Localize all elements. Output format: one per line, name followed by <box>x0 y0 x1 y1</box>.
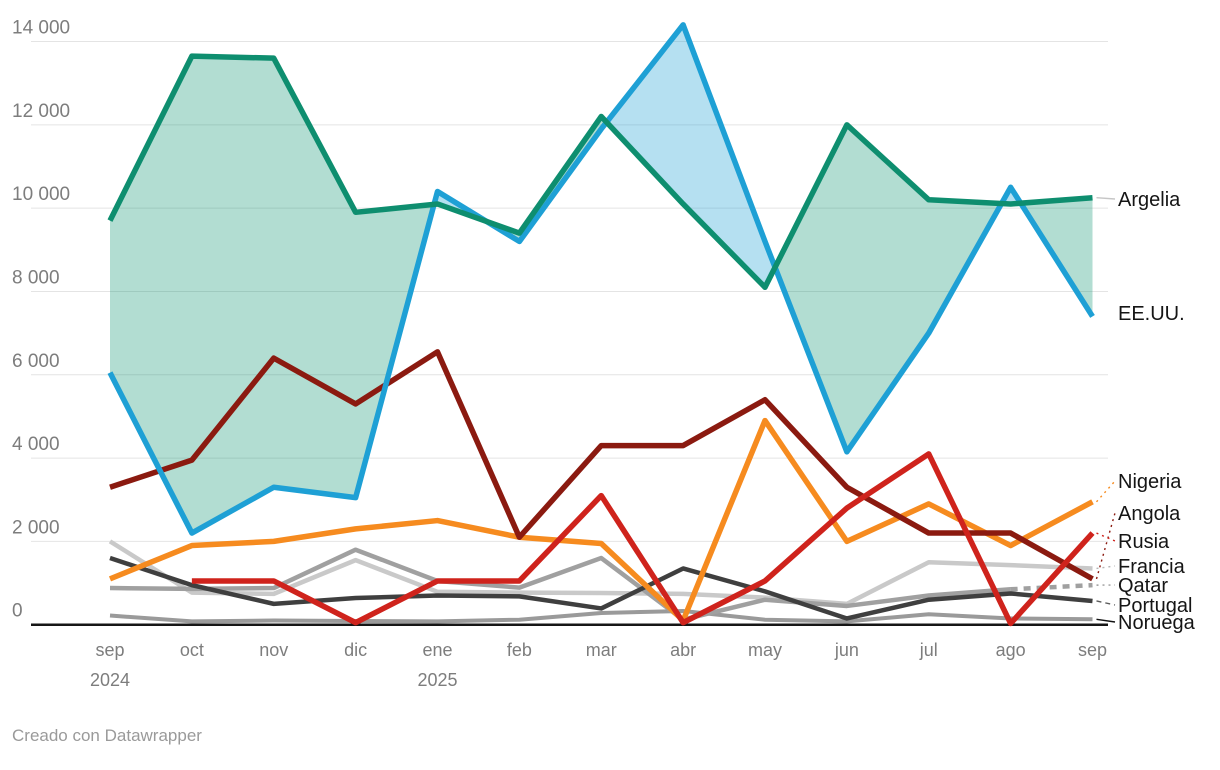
x-tick-label: may <box>748 640 782 660</box>
x-tick-label: feb <box>507 640 532 660</box>
chart-credit: Creado con Datawrapper <box>12 726 202 745</box>
x-tick-label: jun <box>834 640 859 660</box>
series-line-portugal <box>109 555 1093 621</box>
series-line-qatar <box>1010 582 1093 592</box>
x-tick-label: sep <box>1078 640 1107 660</box>
series-line-angola <box>109 349 1094 582</box>
series-label-eeuu: EE.UU. <box>1118 303 1185 325</box>
label-leader-line-francia <box>1096 565 1116 570</box>
label-leader-line-portugal <box>1096 600 1116 606</box>
x-tick-label: abr <box>670 640 696 660</box>
y-tick-label: 8 000 <box>12 267 60 288</box>
label-leader-line-angola <box>1095 512 1116 580</box>
series-line-nigeria <box>108 417 1094 624</box>
y-tick-label: 6 000 <box>12 351 60 372</box>
label-leader-line-noruega <box>1096 618 1116 623</box>
series-line-noruega <box>109 608 1093 624</box>
x-tick-year-label: 2025 <box>417 670 457 690</box>
x-tick-label: dic <box>344 640 367 660</box>
series-line-argelia <box>107 53 1093 291</box>
x-tick-label: sep <box>95 640 124 660</box>
series-line-qatar <box>109 547 1011 622</box>
series-line-eeuu <box>107 22 1095 536</box>
series-line-rusia <box>191 451 1095 627</box>
series-label-francia: Francia <box>1118 556 1186 578</box>
x-tick-label: oct <box>180 640 204 660</box>
chart-canvas: 0 2 000 4 000 6 000 8 000 10 000 12 000 14 000 s… <box>12 18 1196 690</box>
x-tick-label: nov <box>259 640 288 660</box>
label-leader-line-nigeria <box>1095 480 1116 503</box>
x-tick-year-label: 2024 <box>90 670 130 690</box>
y-tick-label: 12 000 <box>12 101 70 122</box>
series-label-rusia: Rusia <box>1118 531 1170 553</box>
series-label-argelia: Argelia <box>1118 189 1181 211</box>
y-tick-label: 14 000 <box>12 18 70 39</box>
series-label-angola: Angola <box>1118 503 1181 525</box>
y-tick-label: 10 000 <box>12 184 70 205</box>
x-tick-label: jul <box>919 640 938 660</box>
series-label-nigeria: Nigeria <box>1118 471 1182 493</box>
fill-area-argelia-above <box>110 56 435 534</box>
x-tick-label: mar <box>586 640 617 660</box>
x-tick-label: ene <box>422 640 452 660</box>
series-label-qatar: Qatar <box>1118 575 1168 597</box>
x-tick-label: ago <box>996 640 1026 660</box>
fill-area-argelia-above <box>775 124 1002 452</box>
series-line-francia <box>108 539 1093 607</box>
label-leader-line-rusia <box>1096 532 1116 542</box>
y-tick-label: 4 000 <box>12 434 60 455</box>
fill-area-eeuu-above <box>606 24 776 288</box>
y-tick-label: 0 <box>12 601 23 622</box>
label-leader-line-argelia <box>1096 197 1116 200</box>
series-label-portugal: Portugal <box>1118 595 1193 617</box>
series-label-noruega: Noruega <box>1118 612 1196 634</box>
y-tick-label: 2 000 <box>12 517 60 538</box>
